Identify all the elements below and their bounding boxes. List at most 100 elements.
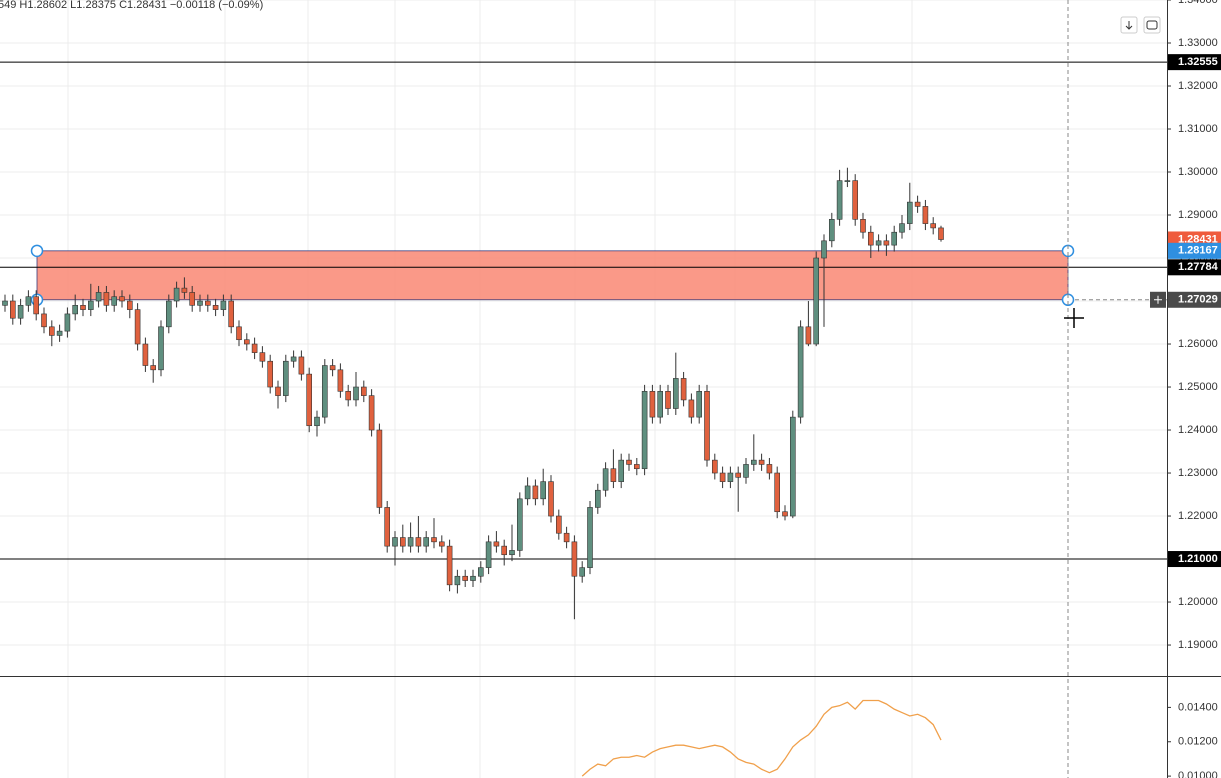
candle-body [360,386,367,396]
candle-body [610,468,617,482]
candle-body [852,180,859,220]
candle-body [173,287,180,302]
candle-body [860,219,866,233]
y-tick-label: 1.29000 [1178,209,1218,221]
candle-body [906,201,913,224]
cursor [1064,308,1084,328]
y-tick-label: 1.30000 [1178,166,1218,178]
indicator-tick-label: 0.01000 [1178,770,1218,778]
candle-body [197,300,203,306]
candle-body [680,378,687,401]
candle-body [899,223,905,233]
candle-body [407,537,414,547]
candle-body [782,511,788,517]
candles [2,167,944,620]
candle-body [485,541,492,568]
candle-body [189,292,195,306]
zone-rect [36,250,1069,301]
candle-body [516,498,523,551]
candle-body [594,489,601,508]
candle-body [329,365,336,371]
candle-body [750,459,757,465]
candle-body [548,481,554,517]
candle-body [415,537,422,547]
candle-body [368,395,375,431]
candle-body [805,326,812,345]
candle-body [376,429,383,508]
toolbar[interactable] [1120,16,1161,34]
candle-body [493,541,500,547]
candle-body [142,343,149,366]
candle-body [72,305,78,315]
candle-body [212,305,219,310]
indicator-pane: 0.01000 0.01200 0.01400 [581,699,1218,778]
candle-body [80,305,86,310]
candle-body [41,313,47,328]
candle-body [438,541,445,547]
candle-body [563,532,570,543]
candle-body [766,464,773,474]
level-label-text: 1.32555 [1178,56,1218,68]
candle-body [524,485,531,500]
arrow-icon [1125,21,1133,30]
candle-body [602,468,609,491]
ohlc-header: 549 H1.28602 L1.28375 C1.28431 −0.00118 … [0,0,263,11]
candle-body [735,472,742,478]
candle-body [571,541,578,577]
candle-body [579,567,586,577]
candle-body [618,459,625,482]
candle-body [938,227,944,240]
candle-body [150,365,156,371]
fullscreen-icon [1146,20,1158,30]
candle-body [657,391,664,418]
y-tick-label: 1.19000 [1178,639,1218,651]
candle-body [501,545,508,556]
candle-body [298,356,305,375]
y-tick-label: 1.33000 [1178,37,1218,49]
grid [0,0,1167,646]
candle-body [821,240,827,259]
y-tick-label: 1.20000 [1178,596,1218,608]
level-label-box [1168,259,1221,276]
level-label-text: 1.27784 [1178,261,1219,273]
candle-body [399,537,406,547]
candle-body [337,369,344,392]
candle-body [158,326,164,371]
candle-body [17,305,24,319]
candle-body [423,537,430,547]
candle-body [914,201,921,207]
zone-handle [30,244,44,258]
zone-bottom-label-box [1168,291,1221,308]
y-tick-label: 1.22000 [1178,510,1218,522]
candle-body [353,386,359,401]
candle-body [922,206,929,224]
candle-body [446,545,453,586]
candle-body [930,223,937,229]
last-price-label-text: 1.28431 [1178,233,1218,245]
candle-body [743,464,749,478]
candle-body [306,373,313,427]
candle-body [836,180,843,220]
candle-body [95,292,102,302]
zone-top-label-box [1168,242,1221,259]
candle-body [532,485,539,500]
candle-body [314,416,320,427]
zone-top-label-text: 1.28167 [1178,245,1218,257]
candle-body [127,300,133,310]
candle-body [251,343,258,353]
candle-body [555,515,562,534]
candle-body [649,391,656,418]
candle-body [844,180,851,182]
candle-body [33,296,40,315]
fullscreen-button[interactable] [1143,16,1161,34]
candle-body [220,300,227,310]
candle-body [111,296,117,306]
crosshair-plus [1154,295,1162,304]
indicator-tick-label: 0.01200 [1178,736,1218,748]
candle-body [774,472,781,513]
candle-body [665,391,671,409]
candle-body [275,386,281,396]
candle-body [626,459,632,465]
level-label-box [1168,551,1221,568]
candle-body [88,300,94,310]
